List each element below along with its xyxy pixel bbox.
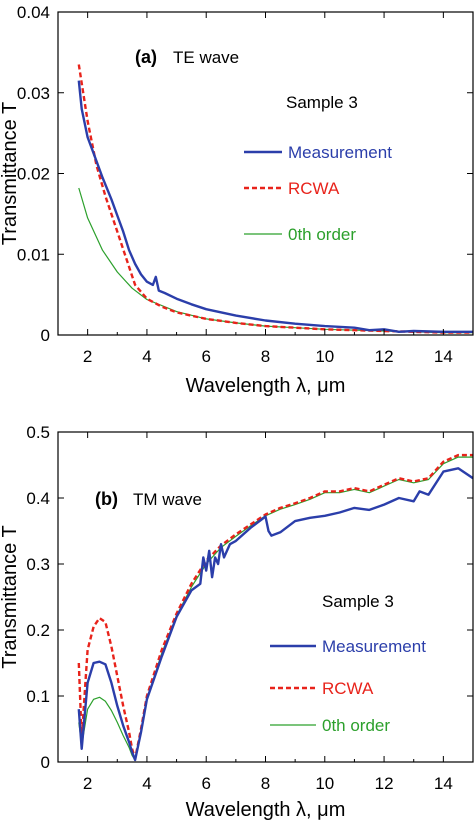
- legend-label-measurement: Measurement: [322, 637, 426, 656]
- series-group: [77, 453, 473, 762]
- legend-label-rcwa: RCWA: [322, 679, 374, 698]
- panel-label: (a): [135, 47, 157, 67]
- x-tick-label: 8: [261, 347, 270, 366]
- y-tick-label: 0.3: [26, 555, 50, 574]
- y-tick-label: 0.4: [26, 489, 50, 508]
- panel-title: TM wave: [133, 490, 202, 509]
- panel-label: (b): [95, 489, 118, 509]
- legend: Measurement RCWA 0th order: [270, 637, 426, 735]
- x-tick-label: 12: [375, 347, 394, 366]
- x-axis-title: Wavelength λ, μm: [186, 799, 346, 821]
- x-tick-label: 4: [142, 347, 151, 366]
- x-tick-label: 10: [315, 774, 334, 793]
- chart-panel-b: 2 4 6 8 10 12 14 0 0.1 0.2 0.3 0.4 0.5 Wavelength λ, …: [0, 423, 474, 821]
- legend: Measurement RCWA 0th order: [244, 143, 392, 244]
- y-axis-title: Transmittance T: [0, 102, 21, 245]
- x-tick-label: 4: [142, 774, 151, 793]
- y-tick-label: 0.1: [26, 687, 50, 706]
- series-line-measurement: [77, 80, 473, 333]
- x-tick-label: 8: [261, 774, 270, 793]
- panel-title: TE wave: [173, 48, 239, 67]
- legend-label-zeroth-order: 0th order: [288, 225, 356, 244]
- y-tick-label: 0.2: [26, 621, 50, 640]
- y-tick-label: 0.04: [17, 3, 50, 22]
- x-tick-label: 6: [201, 774, 210, 793]
- series-line-measurement: [77, 467, 473, 762]
- y-tick-label: 0: [41, 753, 50, 772]
- series-group: [77, 64, 473, 334]
- plot-frame: [57, 11, 474, 336]
- y-tick-label: 0.03: [17, 84, 50, 103]
- x-tick-label: 6: [201, 347, 210, 366]
- series-line-rcwa: [77, 64, 473, 334]
- sample-annotation: Sample 3: [322, 592, 394, 611]
- x-tick-label: 2: [83, 347, 92, 366]
- x-tick-label: 14: [434, 774, 453, 793]
- x-tick-label: 2: [83, 774, 92, 793]
- y-tick-label: 0.5: [26, 423, 50, 442]
- x-tick-label: 14: [434, 347, 453, 366]
- legend-label-rcwa: RCWA: [288, 179, 340, 198]
- x-tick-label: 12: [375, 774, 394, 793]
- y-tick-label: 0: [41, 326, 50, 345]
- chart-panel-a: 2 4 6 8 10 12 14 0 0.01 0.02 0.03 0.04 Wavelength λ,…: [0, 3, 474, 397]
- series-line-rcwa: [77, 453, 473, 760]
- y-axis-title: Transmittance T: [0, 525, 21, 668]
- sample-annotation: Sample 3: [286, 93, 358, 112]
- x-axis-title: Wavelength λ, μm: [186, 375, 346, 397]
- series-line-zeroth-order: [78, 187, 473, 334]
- legend-label-zeroth-order: 0th order: [322, 716, 390, 735]
- y-tick-label: 0.02: [17, 165, 50, 184]
- x-tick-label: 10: [315, 347, 334, 366]
- legend-label-measurement: Measurement: [288, 143, 392, 162]
- y-tick-label: 0.01: [17, 245, 50, 264]
